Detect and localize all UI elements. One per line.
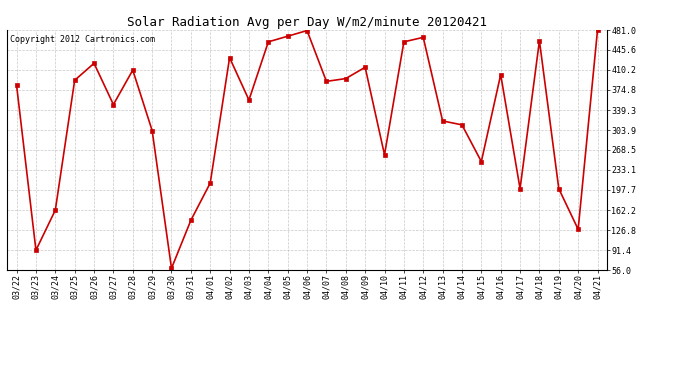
Text: Copyright 2012 Cartronics.com: Copyright 2012 Cartronics.com [10, 35, 155, 44]
Title: Solar Radiation Avg per Day W/m2/minute 20120421: Solar Radiation Avg per Day W/m2/minute … [127, 16, 487, 29]
